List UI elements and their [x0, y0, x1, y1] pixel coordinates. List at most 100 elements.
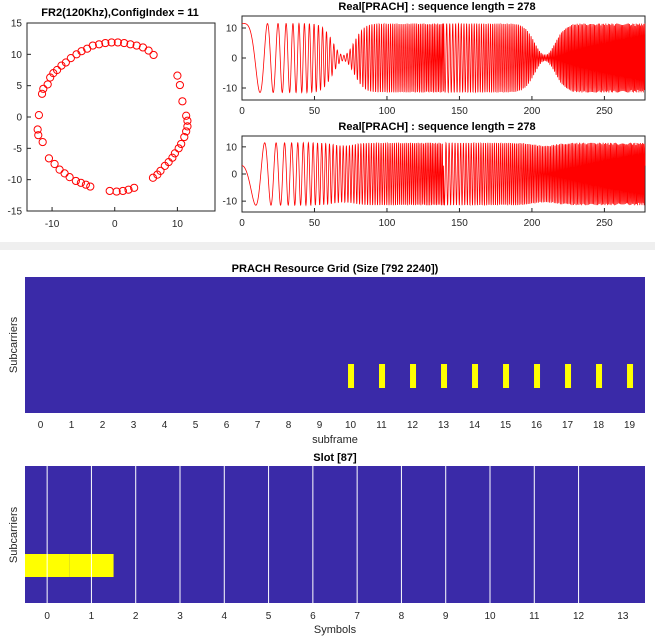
- line-ytick-label: 10: [226, 142, 238, 153]
- scatter-point: [175, 80, 185, 90]
- scatter-point: [180, 132, 189, 142]
- line1-title: Real[PRACH] : sequence length = 278: [338, 1, 535, 13]
- allocated-cell: [534, 364, 541, 388]
- allocated-cell: [503, 364, 510, 388]
- constellation-chart: 15 10 5 0 -5 -10 -15 -10 0 10: [8, 19, 216, 230]
- line-xtick-label: 50: [309, 218, 321, 229]
- line-ytick-label: 0: [231, 54, 237, 65]
- scatter-point: [34, 111, 44, 120]
- slot-xtick-label: 13: [617, 611, 629, 622]
- scatter-point: [124, 185, 133, 194]
- grid-xtick-label: 5: [193, 420, 199, 431]
- slot-xtick-label: 12: [573, 611, 585, 622]
- slot-xtick-label: 1: [89, 611, 95, 622]
- grid-ylabel: Subcarriers: [8, 316, 20, 373]
- line-xtick-label: 200: [524, 218, 541, 229]
- scatter-point: [71, 176, 80, 186]
- scatter-point: [37, 89, 47, 98]
- scatter-point: [130, 183, 139, 192]
- scatter-point: [182, 111, 191, 120]
- scatter-point: [178, 97, 187, 106]
- allocated-cell: [379, 364, 386, 388]
- line-ytick-label: 10: [226, 24, 238, 35]
- scatter-point: [118, 186, 127, 196]
- scatter-point: [38, 137, 47, 147]
- line-ytick-label: -10: [223, 197, 238, 208]
- scatter-xtick-label: -10: [45, 219, 60, 230]
- grid-xtick-label: 8: [286, 420, 292, 431]
- scatter-point: [94, 40, 104, 49]
- slot-xtick-label: 10: [484, 611, 496, 622]
- scatter-ytick-label: -15: [8, 207, 23, 218]
- scatter-ytick-label: -10: [8, 175, 23, 186]
- scatter-point: [39, 84, 48, 93]
- scatter-point: [86, 182, 95, 191]
- line-xtick-label: 200: [524, 106, 541, 117]
- signal-line: [241, 141, 646, 207]
- grid-xlabel: subframe: [312, 434, 358, 446]
- grid-xtick-label: 9: [317, 420, 323, 431]
- scatter-point: [170, 149, 179, 158]
- scatter-point: [112, 187, 121, 196]
- allocated-cell: [472, 364, 479, 388]
- grid-xtick-label: 3: [131, 420, 137, 431]
- grid-xtick-label: 14: [469, 420, 481, 431]
- grid-xtick-label: 0: [38, 420, 44, 431]
- panel-separator: [0, 242, 655, 250]
- scatter-point: [144, 46, 153, 55]
- scatter-point: [177, 139, 186, 149]
- line-xtick-label: 250: [596, 106, 613, 117]
- grid-xtick-label: 1: [69, 420, 75, 431]
- scatter-point: [72, 50, 81, 59]
- scatter-ytick-label: 15: [11, 19, 23, 30]
- scatter-point: [183, 116, 192, 125]
- scatter-point: [107, 38, 116, 47]
- grid-title: PRACH Resource Grid (Size [792 2240]): [232, 263, 439, 275]
- grid-xtick-label: 7: [255, 420, 261, 431]
- scatter-point: [148, 173, 158, 182]
- grid-xtick-label: 4: [162, 420, 168, 431]
- slot-background: [25, 466, 645, 603]
- scatter-point: [160, 161, 169, 170]
- grid-xtick-label: 12: [407, 420, 419, 431]
- scatter-point: [126, 40, 135, 49]
- grid-xtick-label: 15: [500, 420, 512, 431]
- scatter-point: [44, 154, 54, 163]
- scatter-point: [33, 125, 42, 134]
- scatter-point: [43, 80, 52, 89]
- scatter-axes: [26, 22, 216, 212]
- slot-xtick-label: 7: [354, 611, 360, 622]
- grid-xtick-label: 16: [531, 420, 543, 431]
- grid-background: [25, 277, 645, 413]
- line-xtick-label: 150: [451, 106, 468, 117]
- grid-xtick-label: 17: [562, 420, 574, 431]
- line-xtick-label: 150: [451, 218, 468, 229]
- slot-xtick-label: 9: [443, 611, 449, 622]
- scatter-point: [113, 38, 122, 47]
- scatter-point: [182, 127, 191, 136]
- scatter-point: [57, 61, 66, 70]
- scatter-point: [81, 180, 91, 189]
- slot-xtick-label: 11: [529, 611, 540, 622]
- scatter-point: [66, 53, 75, 63]
- allocated-cell: [596, 364, 603, 388]
- allocated-cell: [565, 364, 572, 388]
- slot-xtick-label: 2: [133, 611, 139, 622]
- scatter-point: [83, 44, 92, 53]
- scatter-xtick-label: 10: [172, 219, 184, 230]
- line-xtick-label: 250: [596, 218, 613, 229]
- scatter-point: [76, 178, 85, 187]
- slot-grid: 0 1 2 3 4 5 6 7 8 9 10 11 12 13: [25, 466, 645, 622]
- slot-xtick-label: 4: [222, 611, 228, 622]
- scatter-title: FR2(120Khz),ConfigIndex = 11: [41, 7, 198, 19]
- allocated-cell: [441, 364, 448, 388]
- slot-xtick-label: 6: [310, 611, 316, 622]
- allocated-cell: [627, 364, 634, 388]
- signal-line: [242, 22, 646, 95]
- scatter-point: [183, 122, 192, 131]
- scatter-ytick-label: 10: [11, 50, 23, 61]
- line-xtick-label: 0: [239, 218, 245, 229]
- scatter-ytick-label: 0: [16, 113, 22, 124]
- line-ytick-label: -10: [223, 84, 238, 95]
- prach-real-plot-2: 100-100 50 100 150 200 250: [223, 135, 646, 229]
